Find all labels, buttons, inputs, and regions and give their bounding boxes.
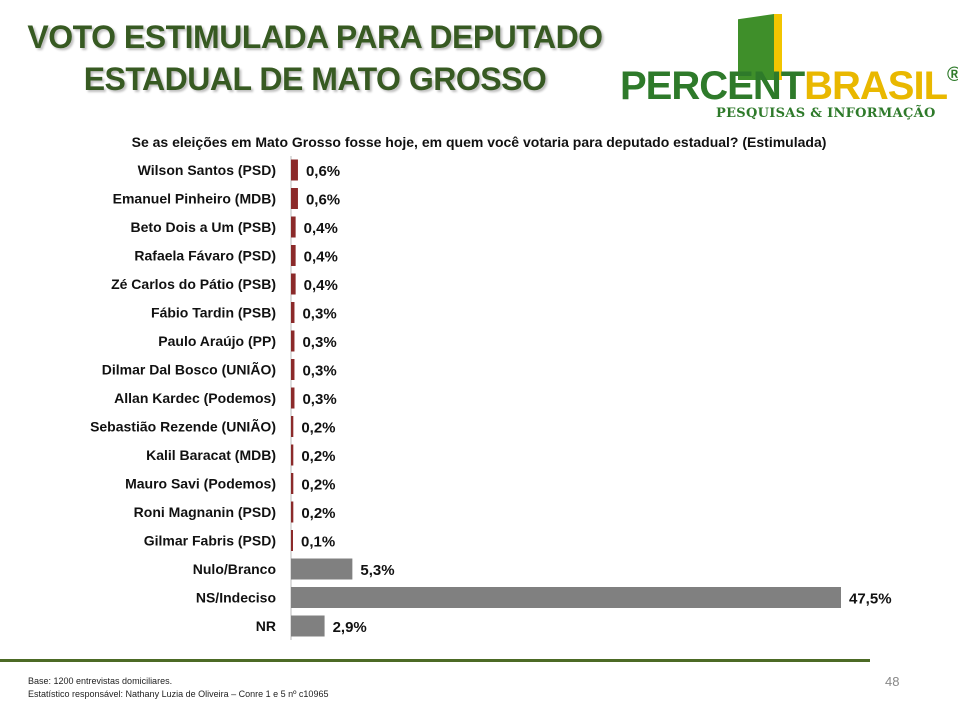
logo-wordmark: PERCENTBRASIL®	[620, 64, 958, 109]
data-label: 0,1%	[301, 534, 335, 551]
logo-tagline: PESQUISAS & INFORMAÇÃO	[716, 106, 936, 121]
bar	[291, 615, 325, 637]
data-label: 0,2%	[301, 477, 335, 494]
flag-icon	[738, 14, 782, 80]
category-label: Kalil Baracat (MDB)	[146, 447, 276, 463]
bar	[291, 416, 294, 437]
category-label: Wilson Santos (PSD)	[138, 162, 276, 178]
category-label: Paulo Araújo (PP)	[158, 333, 276, 349]
data-label: 0,2%	[301, 448, 335, 465]
data-label: 0,3%	[302, 363, 336, 380]
category-label: Beto Dois a Um (PSB)	[131, 219, 276, 235]
data-label: 2,9%	[333, 619, 367, 636]
bar	[291, 558, 353, 580]
logo-brand-part2: BRASIL	[804, 64, 948, 108]
data-label: 0,4%	[304, 277, 338, 294]
data-label: 0,3%	[302, 391, 336, 408]
bar	[291, 587, 841, 608]
footnote-base: Base: 1200 entrevistas domiciliares.	[28, 676, 173, 686]
bar	[291, 302, 295, 323]
data-label: 0,6%	[306, 163, 340, 180]
category-label: Fábio Tardin (PSB)	[151, 305, 276, 321]
page-title: VOTO ESTIMULADA PARA DEPUTADO ESTADUAL D…	[20, 16, 610, 100]
bar	[291, 387, 295, 409]
bar	[291, 216, 296, 238]
percentbrasil-logo: PERCENTBRASIL® PESQUISAS & INFORMAÇÃO	[620, 12, 958, 122]
bar	[291, 245, 296, 266]
category-label: Nulo/Branco	[193, 561, 276, 577]
data-label: 0,4%	[304, 220, 338, 237]
category-label: NR	[256, 618, 276, 634]
footer-divider	[0, 659, 870, 662]
category-label: Rafaela Fávaro (PSD)	[134, 248, 276, 264]
category-label: Roni Magnanin (PSD)	[134, 504, 276, 520]
data-label: 0,3%	[302, 306, 336, 323]
category-label: Emanuel Pinheiro (MDB)	[113, 191, 276, 207]
bar	[291, 359, 295, 380]
logo-registered-mark: ®	[947, 64, 958, 86]
bar	[291, 473, 294, 494]
footnote-statistician: Estatístico responsável: Nathany Luzia d…	[28, 689, 329, 699]
bar	[291, 188, 298, 209]
bar	[291, 444, 294, 466]
category-label: Allan Kardec (Podemos)	[114, 390, 276, 406]
data-label: 0,2%	[301, 505, 335, 522]
category-label: Zé Carlos do Pátio (PSB)	[111, 276, 276, 292]
data-label: 0,2%	[301, 420, 335, 437]
bar	[291, 273, 296, 295]
data-label: 47,5%	[849, 591, 892, 608]
chart-question: Se as eleições em Mato Grosso fosse hoje…	[131, 134, 827, 150]
logo-brand-part1: PERCENT	[620, 64, 805, 108]
category-label: NS/Indeciso	[196, 590, 276, 606]
category-label: Gilmar Fabris (PSD)	[144, 533, 276, 549]
bar	[291, 159, 298, 181]
category-label: Mauro Savi (Podemos)	[125, 476, 276, 492]
title-line-2: ESTADUAL DE MATO GROSSO	[83, 61, 547, 97]
title-line-1: VOTO ESTIMULADA PARA DEPUTADO	[27, 19, 603, 55]
bar	[291, 330, 295, 352]
data-label: 0,4%	[304, 249, 338, 266]
bar	[291, 530, 293, 551]
data-label: 0,6%	[306, 192, 340, 209]
category-label: Dilmar Dal Bosco (UNIÃO)	[102, 361, 276, 378]
data-label: 0,3%	[302, 334, 336, 351]
data-label: 5,3%	[360, 562, 394, 579]
category-label: Sebastião Rezende (UNIÃO)	[90, 418, 276, 435]
bar-chart: Wilson Santos (PSD) 0,6% Emanuel Pinheiro …	[90, 156, 892, 640]
bar	[291, 501, 294, 523]
page-number: 48	[885, 674, 900, 689]
